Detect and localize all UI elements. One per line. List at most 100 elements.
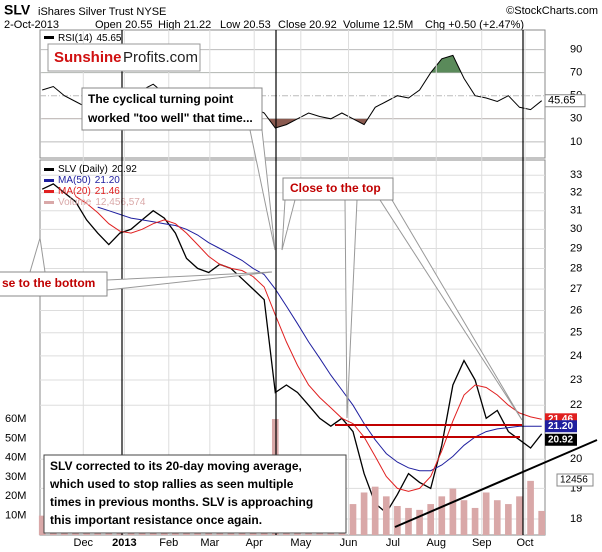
value-tag-box bbox=[545, 433, 577, 446]
quote-item: High 21.22 bbox=[158, 19, 211, 31]
y-tick-label: 32 bbox=[570, 187, 582, 199]
comment: this important resistance once again. bbox=[50, 513, 262, 527]
rsi-fill-oversold bbox=[42, 118, 542, 128]
volume-bar bbox=[493, 500, 501, 535]
annotation: Close to the top bbox=[290, 181, 381, 195]
x-tick-label: Sep bbox=[472, 537, 492, 549]
y-tick-label: 30 bbox=[570, 223, 582, 235]
x-tick-label: Apr bbox=[246, 537, 263, 549]
legend-value: 21.20 bbox=[95, 175, 120, 186]
volume-bar bbox=[438, 496, 446, 535]
annotation: worked "too well" that time... bbox=[87, 111, 253, 125]
legend-swatch bbox=[44, 201, 54, 204]
value-tag: 20.92 bbox=[548, 434, 573, 445]
legend-entry: MA(20) 21.46 bbox=[58, 186, 120, 197]
value-tag-box bbox=[544, 94, 586, 108]
annotation-box bbox=[0, 271, 108, 297]
y-tick-label: 20 bbox=[570, 453, 582, 465]
quote-item: Volume 12.5M bbox=[343, 19, 413, 31]
x-tick-label: Jun bbox=[340, 537, 358, 549]
y2-tick-label: 20M bbox=[5, 490, 26, 502]
legend-value: 21.46 bbox=[95, 186, 120, 197]
comment: which used to stop rallies as seen multi… bbox=[49, 477, 294, 491]
legend-swatch bbox=[44, 179, 54, 182]
value-tag: 45.65 bbox=[548, 95, 576, 107]
x-tick-label: 2013 bbox=[112, 537, 136, 549]
quote-item: Low 20.53 bbox=[220, 19, 271, 31]
y-tick-label: 31 bbox=[570, 205, 582, 217]
quote-item: Chg +0.50 (+2.47%) bbox=[425, 19, 524, 31]
x-tick-label: Feb bbox=[159, 537, 178, 549]
volume-bar bbox=[460, 500, 468, 535]
volume-bar bbox=[360, 492, 368, 535]
y-tick-label: 27 bbox=[570, 283, 582, 295]
value-tag: 21.20 bbox=[548, 421, 573, 432]
y2-tick-label: 30M bbox=[5, 471, 26, 483]
y2-tick-label: 60M bbox=[5, 413, 26, 425]
annotation-box bbox=[81, 87, 263, 131]
volume-bar bbox=[371, 486, 379, 535]
x-tick-label: Dec bbox=[74, 537, 94, 549]
security-name: iShares Silver Trust NYSE bbox=[38, 6, 166, 18]
y-tick-label: 28 bbox=[570, 262, 582, 274]
x-tick-label: Jul bbox=[386, 537, 400, 549]
volume-tag: 12456 bbox=[560, 475, 588, 486]
legend-name: Volume bbox=[58, 197, 92, 208]
volume-bar bbox=[538, 510, 545, 535]
y-tick-label: 24 bbox=[570, 350, 582, 362]
legend-swatch bbox=[44, 168, 54, 171]
y-tick-label: 18 bbox=[570, 513, 582, 525]
logo-box bbox=[47, 43, 201, 72]
symbol: SLV bbox=[4, 2, 31, 18]
ma-line bbox=[97, 206, 542, 472]
legend-value: 20.92 bbox=[112, 164, 137, 175]
volume-bar bbox=[516, 496, 523, 535]
volume-bar bbox=[416, 509, 423, 535]
volume-tag-box bbox=[556, 473, 594, 487]
legend-entry: Volume 12,456,574 bbox=[58, 197, 146, 208]
y2-tick-label: 40M bbox=[5, 452, 26, 464]
y-tick-label: 30 bbox=[570, 113, 582, 125]
legend-swatch bbox=[44, 36, 54, 39]
legend-name: MA(50) bbox=[58, 175, 91, 186]
volume-bar bbox=[427, 504, 435, 535]
annotation: The cyclical turning point bbox=[88, 92, 233, 106]
volume-bar bbox=[38, 515, 46, 535]
resistance-lines bbox=[335, 424, 598, 528]
rsi-fill-overbought bbox=[430, 55, 462, 73]
y-tick-label: 22 bbox=[570, 399, 582, 411]
volume-bar bbox=[471, 507, 479, 535]
annotation: se to the bottom bbox=[2, 276, 95, 290]
legend-swatch bbox=[44, 190, 54, 193]
y-tick-label: 33 bbox=[570, 169, 582, 181]
x-tick-label: May bbox=[290, 537, 311, 549]
y-tick-label: 26 bbox=[570, 304, 582, 316]
date: 2-Oct-2013 bbox=[4, 19, 59, 31]
volume-bar bbox=[349, 504, 357, 535]
volume-bar bbox=[394, 506, 401, 535]
x-tick-label: Oct bbox=[516, 537, 533, 549]
y-tick-label: 10 bbox=[570, 136, 582, 148]
logo: Profits.com bbox=[123, 49, 198, 66]
legend-name: MA(20) bbox=[58, 186, 91, 197]
y-tick-label: 25 bbox=[570, 327, 582, 339]
comment: SLV corrected to its 20-day moving avera… bbox=[50, 459, 302, 473]
legend-entry: SLV (Daily) 20.92 bbox=[58, 164, 137, 175]
y-tick-label: 23 bbox=[570, 374, 582, 386]
legend-name: RSI(14) bbox=[58, 33, 92, 44]
value-tag: 21.46 bbox=[548, 414, 573, 425]
legend-value: 45.65 bbox=[96, 33, 121, 44]
volume-bar bbox=[527, 480, 534, 535]
y2-tick-label: 50M bbox=[5, 432, 26, 444]
y-tick-label: 29 bbox=[570, 242, 582, 254]
x-tick-label: Aug bbox=[426, 537, 446, 549]
volume-bar bbox=[382, 496, 390, 535]
y2-tick-label: 10M bbox=[5, 510, 26, 522]
volume-bar bbox=[482, 492, 490, 535]
y-tick-label: 90 bbox=[570, 44, 582, 56]
volume-bar bbox=[449, 488, 457, 535]
y-tick-label: 70 bbox=[570, 67, 582, 79]
comment: times in previous months. SLV is approac… bbox=[50, 495, 313, 509]
legend-value: 12,456,574 bbox=[95, 197, 145, 208]
